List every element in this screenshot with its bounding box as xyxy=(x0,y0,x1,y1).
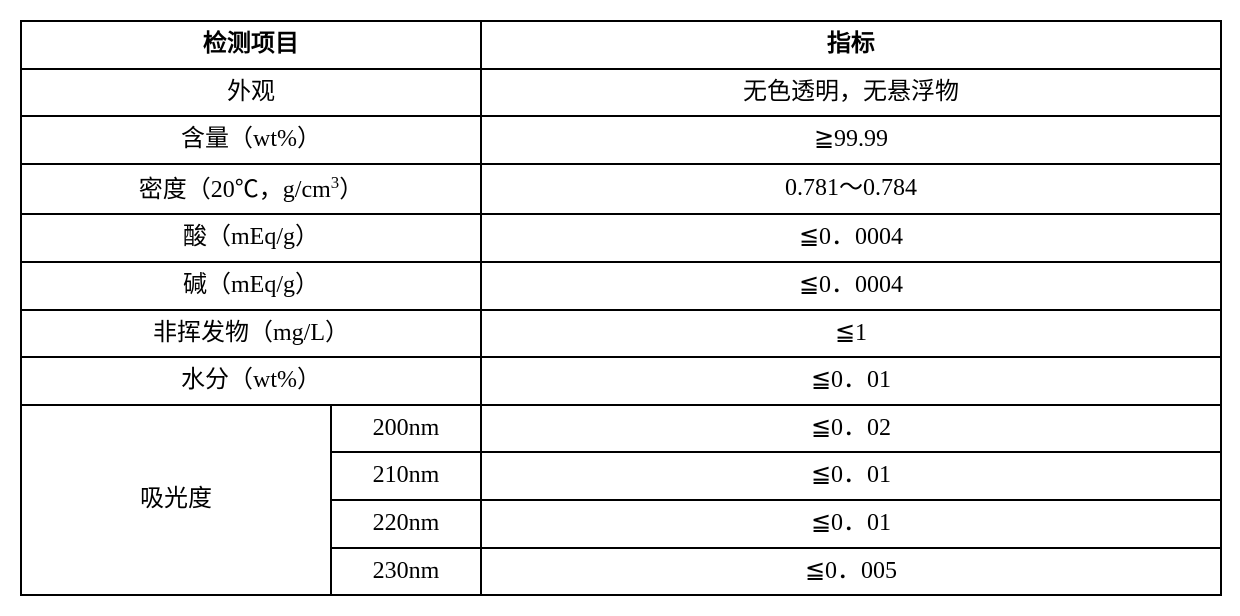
table-header-row: 检测项目 指标 xyxy=(21,21,1221,69)
cell-absorbance-label: 吸光度 xyxy=(21,405,331,595)
cell-item: 酸（mEq/g） xyxy=(21,214,481,262)
table-row: 外观 无色透明，无悬浮物 xyxy=(21,69,1221,117)
cell-spec: ≦0．01 xyxy=(481,452,1221,500)
cell-wavelength: 230nm xyxy=(331,548,481,596)
table-row: 酸（mEq/g） ≦0．0004 xyxy=(21,214,1221,262)
cell-wavelength: 220nm xyxy=(331,500,481,548)
cell-wavelength: 200nm xyxy=(331,405,481,453)
table-row: 密度（20℃，g/cm3） 0.781～0.784 xyxy=(21,164,1221,215)
cell-spec: 0.781～0.784 xyxy=(481,164,1221,215)
cell-spec: ≦0．0004 xyxy=(481,214,1221,262)
table-row: 吸光度 200nm ≦0．02 xyxy=(21,405,1221,453)
cell-spec: 无色透明，无悬浮物 xyxy=(481,69,1221,117)
cell-item: 密度（20℃，g/cm3） xyxy=(21,164,481,215)
cell-item: 水分（wt%） xyxy=(21,357,481,405)
cell-spec: ≦0．01 xyxy=(481,500,1221,548)
cell-item: 碱（mEq/g） xyxy=(21,262,481,310)
cell-spec: ≦0．02 xyxy=(481,405,1221,453)
spec-table: 检测项目 指标 外观 无色透明，无悬浮物 含量（wt%） ≧99.99 密度（2… xyxy=(20,20,1222,596)
header-spec: 指标 xyxy=(481,21,1221,69)
cell-spec: ≦0．0004 xyxy=(481,262,1221,310)
header-item: 检测项目 xyxy=(21,21,481,69)
cell-item: 外观 xyxy=(21,69,481,117)
cell-wavelength: 210nm xyxy=(331,452,481,500)
table-row: 碱（mEq/g） ≦0．0004 xyxy=(21,262,1221,310)
table-row: 水分（wt%） ≦0．01 xyxy=(21,357,1221,405)
cell-item: 含量（wt%） xyxy=(21,116,481,164)
cell-spec: ≧99.99 xyxy=(481,116,1221,164)
cell-spec: ≦0．005 xyxy=(481,548,1221,596)
table-row: 含量（wt%） ≧99.99 xyxy=(21,116,1221,164)
cell-spec: ≦0．01 xyxy=(481,357,1221,405)
cell-spec: ≦1 xyxy=(481,310,1221,358)
table-row: 非挥发物（mg/L） ≦1 xyxy=(21,310,1221,358)
cell-item: 非挥发物（mg/L） xyxy=(21,310,481,358)
